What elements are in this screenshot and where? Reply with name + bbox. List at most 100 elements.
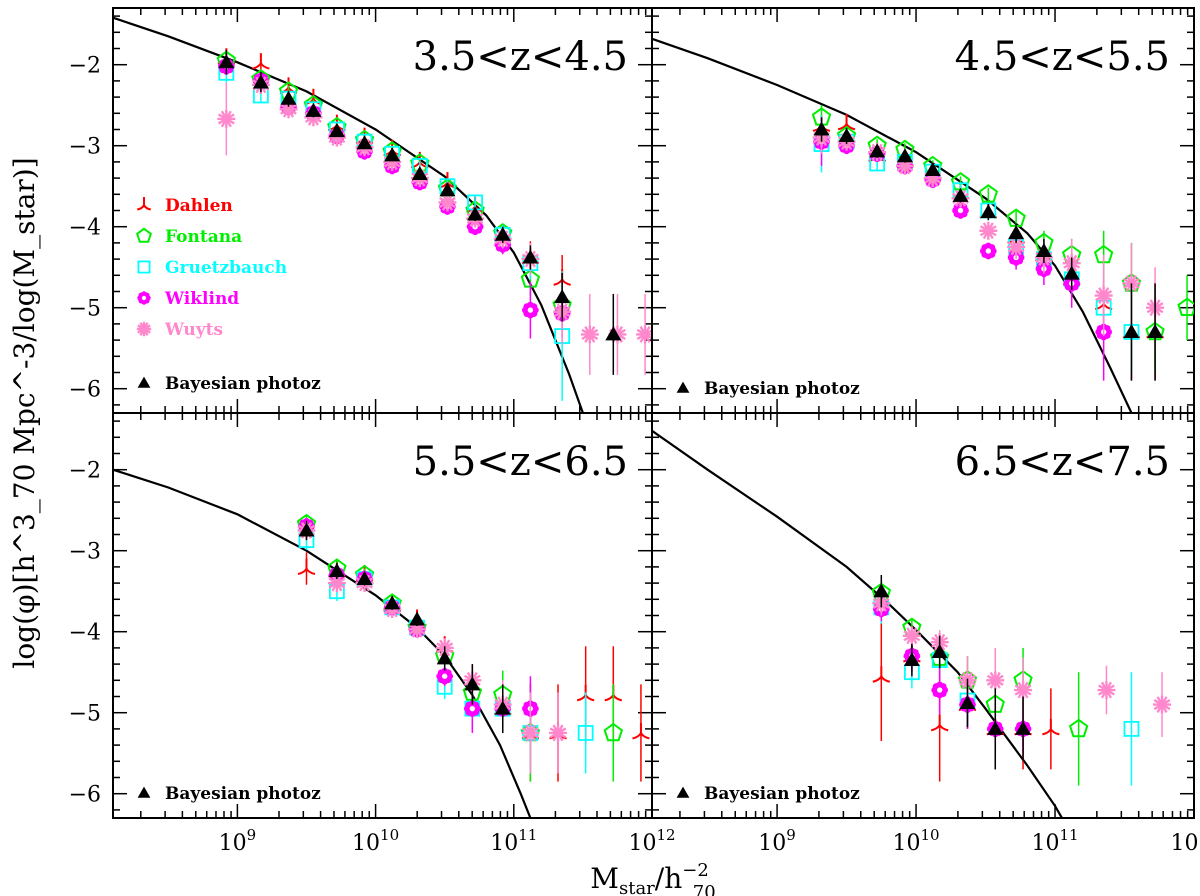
marker-pentagon	[1177, 297, 1194, 316]
marker-triangle	[305, 102, 322, 117]
marker-triangle	[1123, 324, 1140, 338]
marker-triangle	[328, 123, 345, 138]
y-tick-label: −2	[69, 54, 101, 79]
series-gruetzbauch	[218, 63, 571, 401]
marker-square	[137, 260, 151, 274]
series-bayesian-photoz	[218, 50, 622, 375]
marker-triangle	[1063, 265, 1080, 280]
x-tick-label: 109	[758, 826, 796, 856]
marker-triangle	[1147, 324, 1164, 338]
series-wiklind	[217, 57, 571, 339]
series-wuyts	[217, 75, 652, 375]
marker-flower-center	[936, 687, 943, 693]
redshift-label: 6.5<z<7.5	[955, 439, 1170, 485]
marker-asterisk-ray	[328, 577, 346, 589]
redshift-label: 5.5<z<6.5	[413, 439, 628, 485]
marker-pentagon	[978, 184, 999, 203]
marker-asterisk-ray	[986, 674, 1004, 686]
series-bayesian-photoz	[813, 117, 1164, 381]
redshift-label: 3.5<z<4.5	[413, 34, 628, 80]
marker-triangle	[959, 694, 976, 709]
marker-flower-center	[985, 248, 992, 254]
x-tick-label: 1010	[352, 826, 399, 856]
marker-triangle	[467, 206, 484, 221]
marker-triangle	[980, 204, 997, 219]
x-tick-label: 1011	[1031, 826, 1078, 856]
marker-triangle	[280, 90, 297, 105]
marker-tristar	[632, 722, 650, 740]
marker-triangle	[1015, 720, 1032, 735]
panel-data	[216, 48, 652, 401]
marker-asterisk-ray	[408, 623, 426, 635]
series-fontana	[216, 50, 572, 330]
marker-triangle	[1035, 243, 1052, 257]
y-tick-label: −3	[69, 540, 101, 565]
legend-label: Wuyts	[164, 320, 223, 340]
x-tick-label: 1012	[1170, 826, 1200, 856]
marker-triangle	[605, 326, 622, 341]
marker-triangle	[411, 166, 428, 181]
marker-asterisk-ray	[1095, 290, 1113, 302]
marker-asterisk-ray	[979, 225, 997, 237]
y-tick-label: −2	[69, 459, 101, 484]
marker-asterisk-ray	[280, 103, 297, 115]
marker-tristar	[137, 197, 151, 211]
series-fontana	[296, 513, 624, 782]
marker-triangle	[409, 611, 426, 626]
x-tick-label: 1012	[628, 826, 675, 856]
marker-triangle	[356, 571, 373, 586]
marker-asterisk-ray	[439, 196, 456, 208]
y-tick-label: −4	[69, 621, 101, 646]
marker-triangle	[987, 720, 1004, 735]
marker-pentagon	[136, 227, 152, 243]
y-tick-label: −5	[69, 702, 101, 727]
marker-asterisk-ray	[217, 113, 235, 125]
marker-triangle	[924, 162, 941, 176]
panel-z4: 109 1010 1011 1012 6.5<z<7.5 Bayesian photoz	[651, 412, 1200, 856]
panel-data	[811, 105, 1194, 381]
marker-flower-center	[441, 673, 448, 679]
series-fontana	[871, 580, 1089, 786]
marker-asterisk-ray	[1098, 684, 1115, 696]
marker-tristar	[837, 113, 856, 131]
y-tick-label: −5	[69, 297, 101, 322]
marker-triangle	[252, 74, 269, 89]
marker-flower-center	[469, 705, 476, 712]
marker-flower-center	[141, 295, 147, 301]
legend-label: Wiklind	[164, 289, 239, 309]
marker-triangle	[384, 595, 401, 610]
series-dahlen	[872, 611, 1060, 782]
marker-triangle	[952, 187, 969, 202]
marker-flower-center	[527, 307, 534, 313]
marker-square	[577, 725, 594, 741]
marker-triangle	[554, 289, 571, 304]
legend-label: Bayesian photoz	[165, 784, 321, 804]
marker-triangle	[328, 562, 345, 577]
marker-asterisk-ray	[1014, 684, 1032, 696]
marker-triangle	[676, 786, 690, 798]
marker-asterisk-ray	[1153, 699, 1171, 711]
legend: Bayesian photoz	[676, 379, 860, 399]
marker-triangle	[813, 121, 830, 136]
panel-z1: −2 −3 −4 −5 −6 3.5<z<4.5 Dahlen Fontana Gruetzba…	[69, 7, 653, 414]
y-tick-label: −6	[69, 378, 101, 403]
marker-triangle	[218, 54, 235, 69]
marker-triangle	[436, 650, 453, 665]
fit-curve	[652, 429, 1063, 818]
fit-curve	[652, 37, 1133, 413]
y-tick-label: −4	[69, 216, 101, 241]
marker-triangle	[873, 583, 890, 598]
marker-asterisk-ray	[549, 727, 567, 739]
legend-label: Bayesian photoz	[165, 374, 321, 394]
marker-pentagon	[603, 722, 624, 742]
marker-triangle	[384, 147, 401, 162]
marker-asterisk-ray	[1007, 241, 1025, 253]
marker-triangle	[298, 522, 315, 537]
legend-label: Bayesian photoz	[704, 379, 860, 399]
y-tick-label: −6	[69, 783, 101, 808]
marker-square	[1123, 721, 1140, 737]
panel-data	[296, 513, 650, 782]
x-tick-label: 1010	[893, 826, 940, 856]
legend-label: Fontana	[165, 227, 242, 247]
